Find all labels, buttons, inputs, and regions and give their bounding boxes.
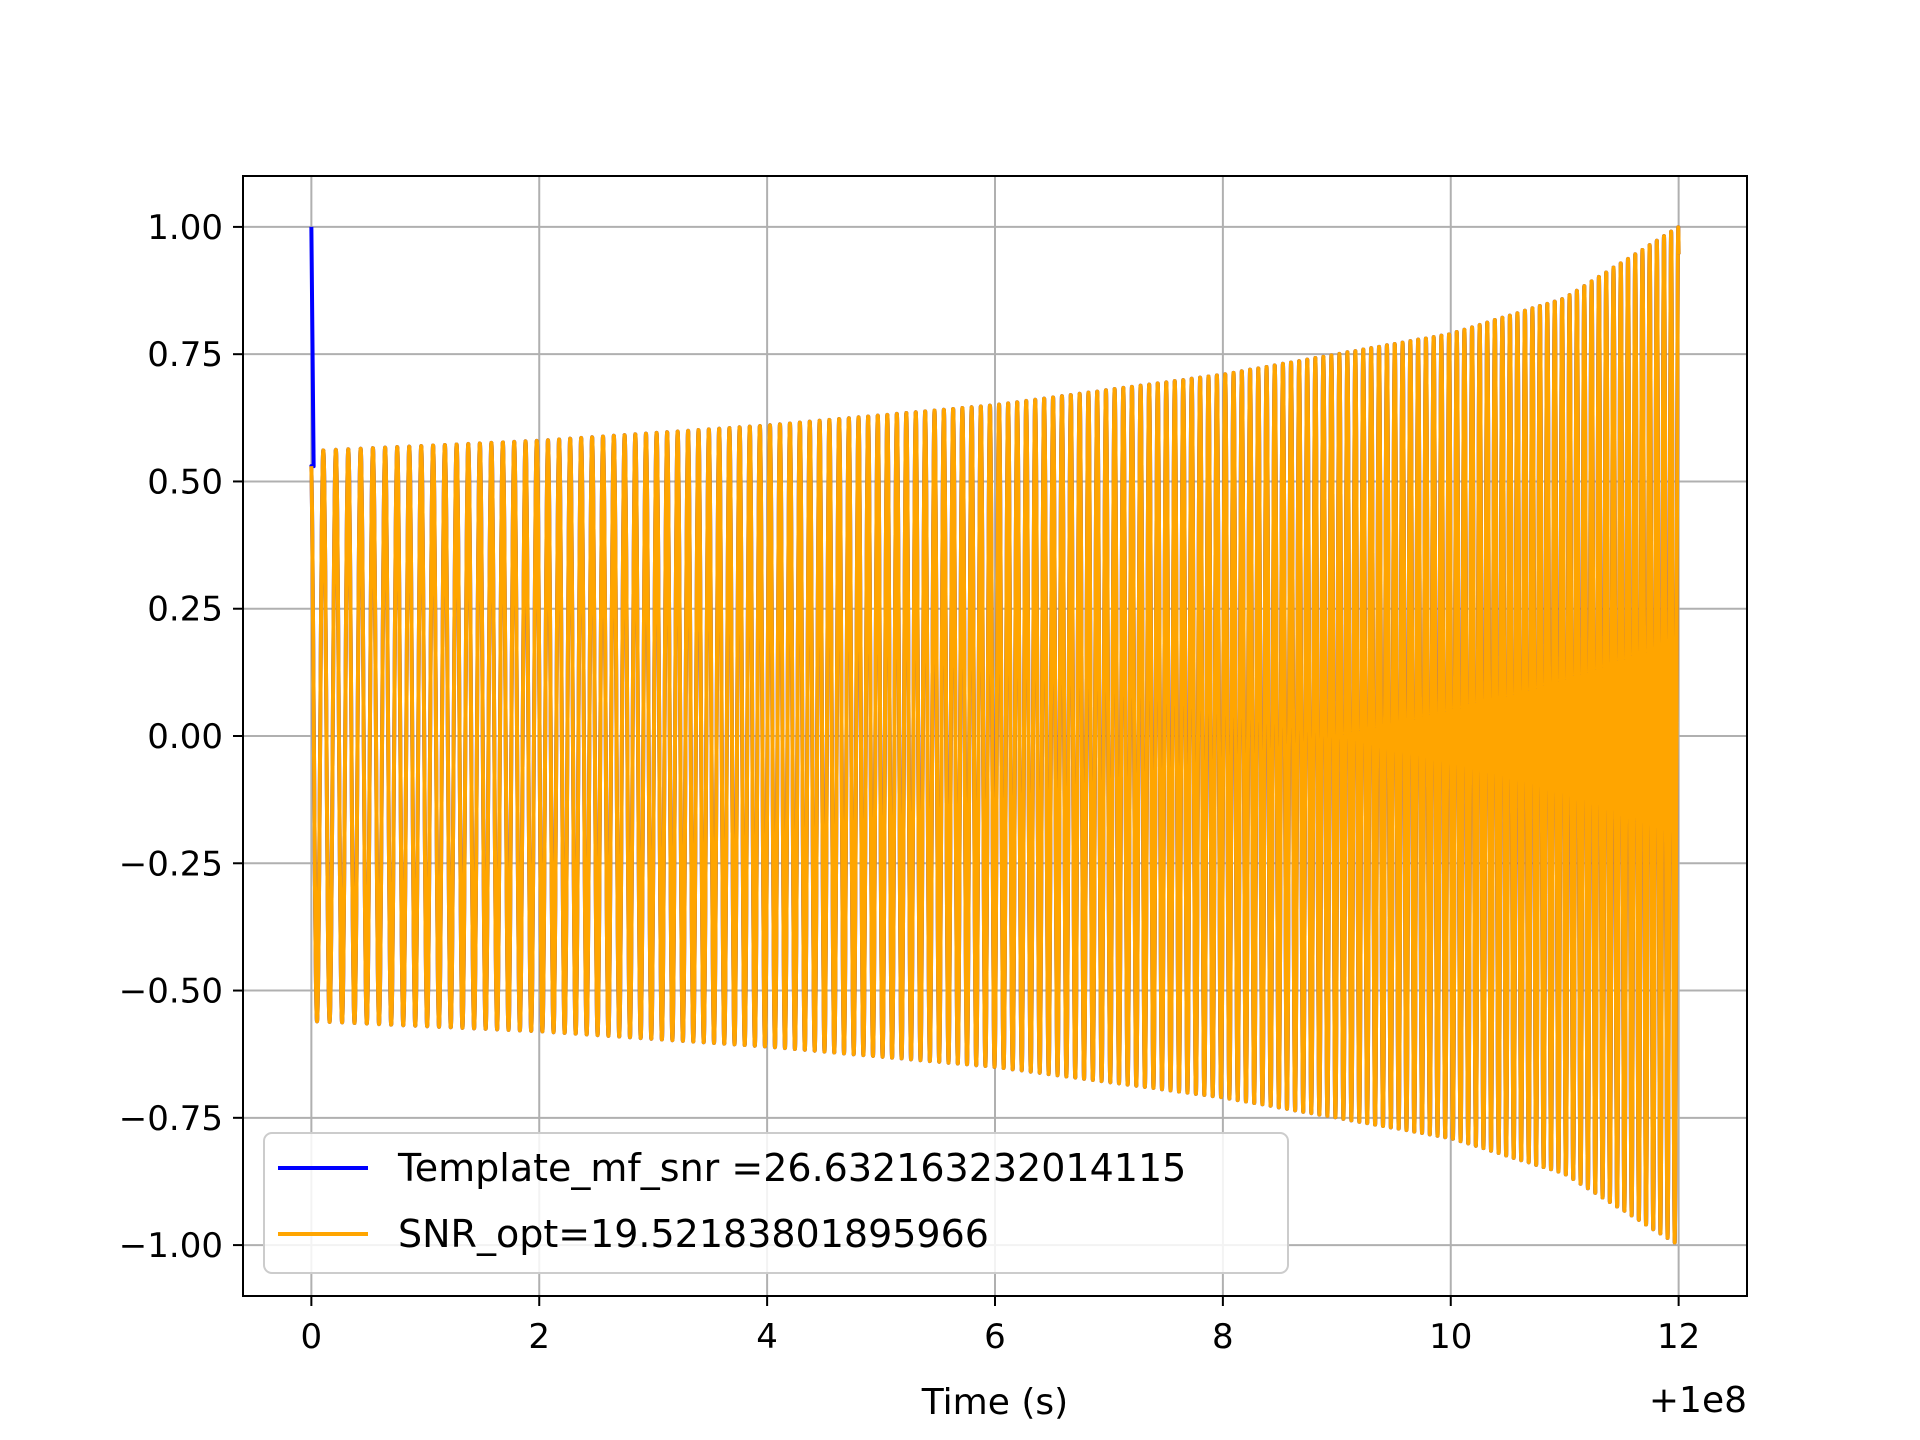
- y-tick-label: 0.25: [147, 590, 223, 630]
- x-axis-offset-label: +1e8: [1649, 1380, 1747, 1421]
- y-axis-ticks: 1.00 0.75 0.50 0.25 0.00 −0.25 −0.50 −0.75 −1.00: [119, 208, 243, 1266]
- x-tick-label: 4: [756, 1317, 778, 1357]
- legend-label-template: Template_mf_snr =26.632163232014115: [397, 1146, 1186, 1190]
- y-tick-label: 1.00: [147, 208, 223, 248]
- x-tick-label: 10: [1429, 1317, 1472, 1357]
- y-tick-label: −0.25: [119, 844, 223, 884]
- x-axis-label: Time (s): [921, 1382, 1068, 1423]
- legend: Template_mf_snr =26.632163232014115 SNR_…: [263, 1132, 1289, 1274]
- y-tick-label: −0.50: [119, 972, 223, 1012]
- x-tick-label: 8: [1212, 1317, 1234, 1357]
- x-tick-label: 6: [984, 1317, 1006, 1357]
- series-layer: [309, 225, 1681, 1245]
- y-tick-label: 0.00: [147, 717, 223, 757]
- x-tick-label: 0: [301, 1317, 323, 1357]
- y-tick-label: 0.50: [147, 462, 223, 502]
- y-tick-label: 0.75: [147, 335, 223, 375]
- y-tick-label: −0.75: [119, 1099, 223, 1139]
- x-axis-ticks: 0 2 4 6 8 10 12: [301, 1296, 1700, 1357]
- x-tick-label: 2: [528, 1317, 550, 1357]
- y-tick-label: −1.00: [119, 1226, 223, 1266]
- series-snr-opt-line: [309, 225, 1681, 1245]
- x-tick-label: 12: [1657, 1317, 1700, 1357]
- legend-box: [263, 1132, 1289, 1274]
- legend-label-snr-opt: SNR_opt=19.52183801895966: [398, 1212, 989, 1256]
